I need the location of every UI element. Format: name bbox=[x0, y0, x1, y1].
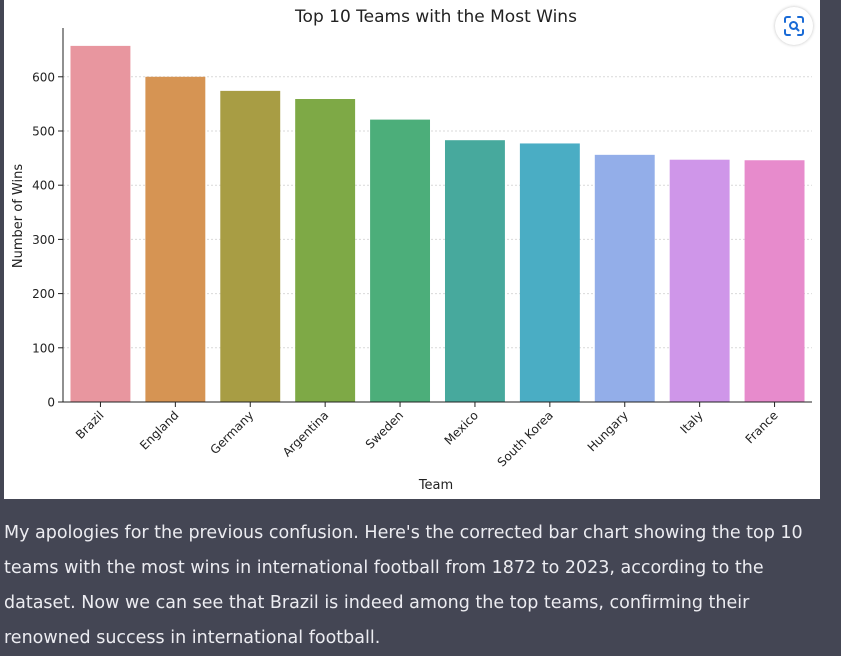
bar-mexico bbox=[444, 140, 505, 402]
bar-argentina bbox=[295, 99, 356, 402]
y-tick-label: 100 bbox=[32, 341, 55, 355]
y-tick-label: 0 bbox=[47, 396, 55, 410]
bar-germany bbox=[220, 90, 281, 402]
x-axis-label: Team bbox=[418, 478, 453, 493]
assistant-message: My apologies for the previous confusion.… bbox=[4, 523, 803, 648]
x-tick-label: England bbox=[137, 408, 181, 452]
x-tick-label: Germany bbox=[207, 408, 256, 457]
x-tick-label: Italy bbox=[677, 408, 705, 436]
x-tick-label: France bbox=[743, 408, 781, 446]
y-tick-label: 500 bbox=[32, 124, 55, 138]
visual-search-button[interactable] bbox=[775, 7, 813, 45]
y-tick-label: 600 bbox=[32, 70, 55, 84]
bar-sweden bbox=[370, 119, 431, 402]
y-axis-label: Number of Wins bbox=[11, 164, 26, 268]
y-tick-label: 300 bbox=[32, 233, 55, 247]
y-tick-label: 400 bbox=[32, 179, 55, 193]
bar-south-korea bbox=[519, 143, 580, 402]
x-tick-label: Mexico bbox=[442, 408, 482, 448]
x-tick-label: South Korea bbox=[495, 408, 556, 469]
bar-hungary bbox=[594, 154, 655, 402]
x-tick-label: Argentina bbox=[280, 408, 331, 459]
bar-brazil bbox=[70, 45, 131, 402]
y-tick-label: 200 bbox=[32, 287, 55, 301]
x-tick-label: Hungary bbox=[585, 408, 631, 454]
x-tick-label: Sweden bbox=[363, 408, 406, 451]
bar-chart: Top 10 Teams with the Most Wins Brazil En… bbox=[11, 7, 812, 493]
scan-icon bbox=[784, 16, 804, 36]
chart-image: Top 10 Teams with the Most Wins Brazil En… bbox=[4, 0, 820, 499]
bar-france bbox=[744, 160, 805, 402]
chart-title: Top 10 Teams with the Most Wins bbox=[294, 7, 577, 27]
bar-italy bbox=[669, 159, 730, 402]
x-tick-label: Brazil bbox=[73, 408, 107, 442]
bar-england bbox=[145, 76, 206, 403]
